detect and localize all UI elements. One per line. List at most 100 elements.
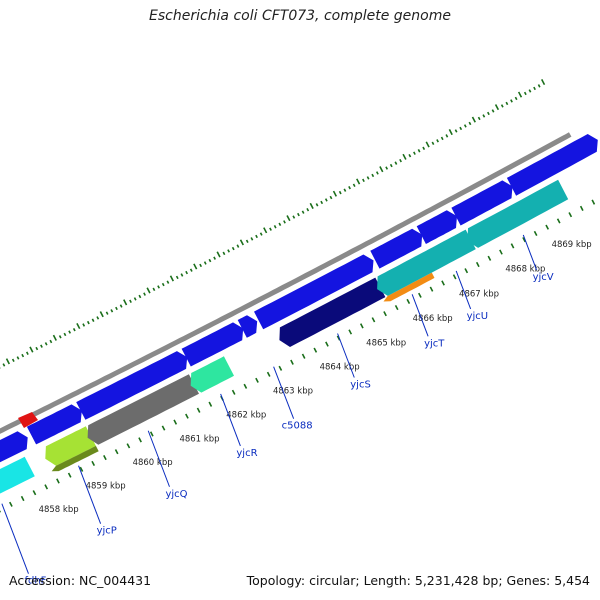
scale-tick <box>278 365 283 371</box>
outer-tick <box>540 78 546 86</box>
outer-tick <box>413 151 416 155</box>
outer-tick <box>58 335 62 339</box>
gene-labels: fdhF yjcP yjcQ yjcR yjcS yjcT yjcU yjcV c5088 <box>1 234 554 587</box>
minus-strand-cds[interactable] <box>421 229 476 273</box>
outer-tick <box>329 195 333 200</box>
gene-label[interactable]: c5088 <box>282 421 313 432</box>
minus-strand-cds[interactable] <box>383 272 435 302</box>
minus-strand-features <box>0 179 569 510</box>
scale-tick-label: 4869 kbp <box>552 240 592 250</box>
plus-strand-cds[interactable] <box>254 254 374 330</box>
outer-tick <box>362 178 365 183</box>
outer-tick <box>454 129 458 133</box>
plus-strand-cds[interactable] <box>76 351 188 420</box>
outer-tick <box>157 285 160 289</box>
scale-tick <box>243 383 248 389</box>
feature-marker-icon[interactable] <box>18 412 38 428</box>
minus-strand-cds[interactable] <box>279 277 386 347</box>
outer-tick <box>448 129 453 136</box>
scale-tick <box>91 460 96 467</box>
outer-tick <box>306 208 310 212</box>
plus-strand-cds[interactable] <box>451 180 513 226</box>
scale-tick <box>44 484 49 490</box>
outer-tick <box>343 188 347 192</box>
scale-tick <box>371 317 376 323</box>
scale-tick <box>173 419 178 425</box>
outer-tick <box>324 198 328 202</box>
scale-tick-label: 4858 kbp <box>39 505 79 515</box>
gene-label[interactable]: yjcT <box>424 338 445 349</box>
minus-strand-cds[interactable] <box>467 179 569 248</box>
minus-strand-cds[interactable] <box>0 456 35 510</box>
outer-tick <box>63 332 67 337</box>
outer-tick <box>477 116 481 121</box>
scale-tick-label: 4867 kbp <box>459 289 499 299</box>
gene-label[interactable]: fdhF <box>24 576 46 587</box>
scale-tick <box>67 472 72 478</box>
outer-tick <box>2 363 6 367</box>
outer-tick <box>49 339 53 344</box>
gene-label[interactable]: yjcP <box>97 526 117 537</box>
gene-label[interactable]: yjcS <box>350 380 371 391</box>
scale-tick <box>20 495 25 502</box>
outer-tick <box>440 136 444 141</box>
scale-tick <box>79 466 84 472</box>
scale-tick <box>510 243 515 249</box>
outer-tick <box>471 116 476 123</box>
outer-tick <box>25 351 29 355</box>
gene-label-leader <box>78 465 102 524</box>
plus-strand-cds[interactable] <box>26 404 82 445</box>
outer-tick <box>68 330 72 334</box>
gene-label[interactable]: yjcV <box>533 272 554 283</box>
scale-tick <box>556 218 561 224</box>
minus-strand-cds[interactable] <box>51 445 99 472</box>
gene-label-leader <box>147 430 170 487</box>
minus-strand-cds[interactable] <box>190 356 234 393</box>
outer-tick <box>189 268 193 272</box>
gene-label[interactable]: yjcR <box>236 448 257 459</box>
outer-tick <box>402 153 407 160</box>
outer-tick <box>320 200 324 205</box>
outer-tick <box>146 287 151 294</box>
outer-tick <box>445 134 449 138</box>
scale-tick <box>266 371 271 377</box>
outer-tick <box>129 299 132 303</box>
outer-tick <box>491 109 495 113</box>
scale-tick <box>114 449 119 455</box>
minus-strand-cds[interactable] <box>377 253 432 296</box>
scale-tick <box>255 377 259 383</box>
outer-tick <box>91 318 95 322</box>
accession-text: Accession: NC_004431 <box>9 573 152 588</box>
outer-tick <box>510 99 513 103</box>
outer-tick <box>152 287 156 292</box>
plus-strand-cds[interactable] <box>370 228 423 269</box>
plus-strand-cds[interactable] <box>181 322 244 367</box>
outer-tick <box>166 280 170 284</box>
gene-label[interactable]: yjcU <box>467 311 489 322</box>
scale-tick <box>464 268 469 274</box>
plus-strand-cds[interactable] <box>416 210 457 244</box>
outer-tick <box>105 311 109 315</box>
outer-tick <box>459 126 463 131</box>
minus-strand-cds[interactable] <box>87 374 199 445</box>
outer-tick <box>222 251 226 256</box>
minus-strand-cds[interactable] <box>45 426 96 466</box>
outer-tick <box>21 353 25 358</box>
outer-tick <box>44 342 48 346</box>
scale-tick <box>568 212 573 218</box>
outer-tick <box>528 89 532 93</box>
plus-strand-cds[interactable] <box>506 134 598 196</box>
scale-tick <box>208 401 213 407</box>
outer-tick <box>236 244 240 248</box>
gene-label-leader <box>411 294 429 337</box>
plus-strand-cds[interactable] <box>237 315 258 338</box>
plus-strand-cds[interactable] <box>0 431 28 489</box>
scale-tick <box>149 431 154 437</box>
outer-tick <box>352 183 356 187</box>
gene-label[interactable]: yjcQ <box>165 489 187 500</box>
outer-tick <box>315 203 319 207</box>
outer-tick <box>169 275 174 282</box>
outer-tick <box>301 210 305 214</box>
outer-tick <box>82 323 86 327</box>
